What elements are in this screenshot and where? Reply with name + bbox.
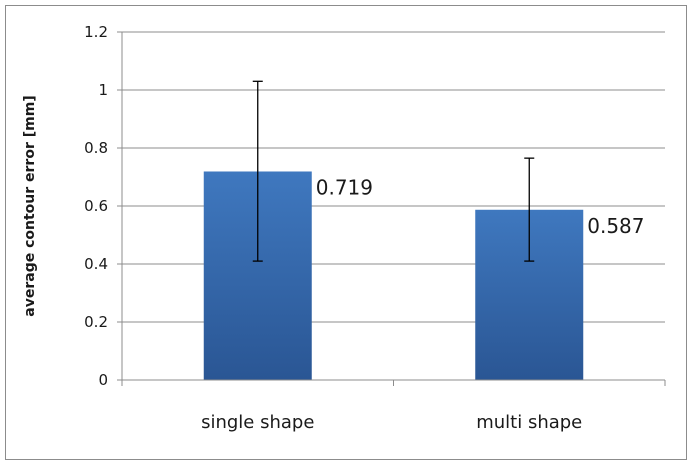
y-tick-label: 0.8 [84, 139, 108, 157]
error-bars [252, 80, 535, 262]
error-bar [252, 80, 263, 262]
y-tick-label: 1.2 [84, 23, 108, 41]
y-tick-label: 0 [98, 371, 108, 389]
x-category-label: multi shape [476, 412, 582, 433]
data-label: 0.719 [316, 175, 373, 199]
gridlines [122, 31, 665, 323]
axes: 0 0.2 0.4 0.6 0.8 1 1.2 [84, 23, 666, 389]
y-axis-title: average contour error [mm] [22, 95, 38, 316]
x-category-label: single shape [201, 412, 314, 433]
y-tick-label: 0.2 [84, 313, 108, 331]
y-tick-label: 0.6 [84, 197, 108, 215]
data-label: 0.587 [587, 214, 644, 238]
bars [203, 171, 584, 380]
labels: 0.719 single shape 0.587 multi shape [201, 175, 644, 433]
y-tick-label: 0.4 [84, 255, 108, 273]
error-bar [524, 157, 535, 262]
y-tick-label: 1 [98, 81, 108, 99]
